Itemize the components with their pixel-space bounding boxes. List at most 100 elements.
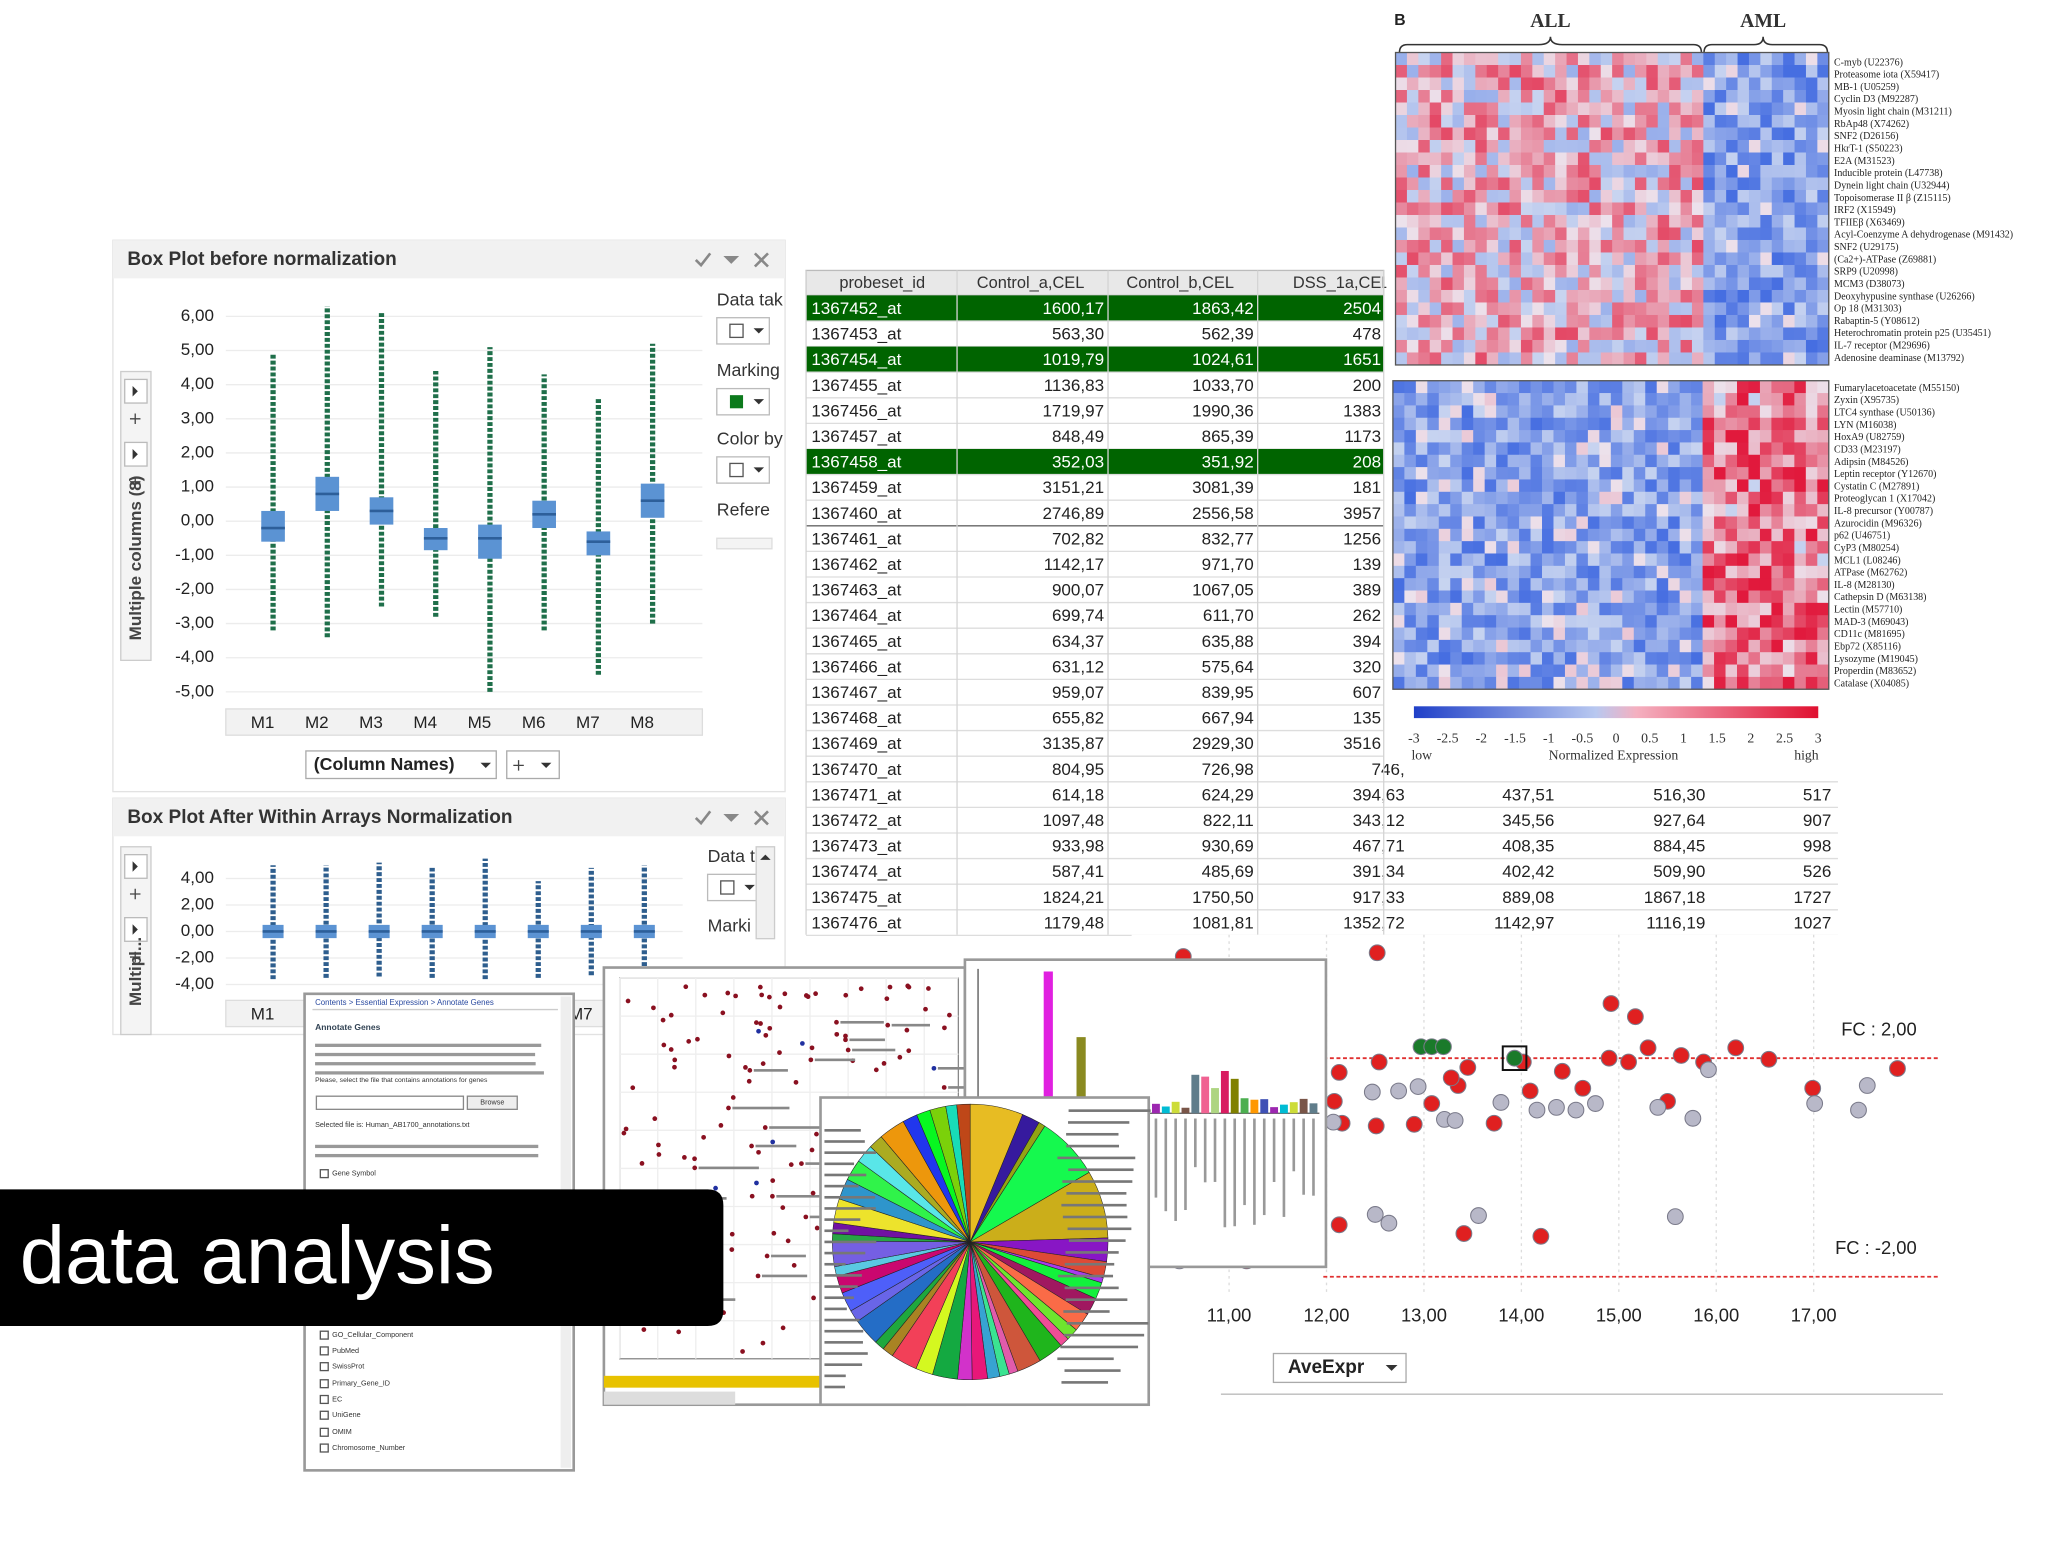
heatmap-cell [1610, 652, 1623, 665]
heatmap-cell [1564, 565, 1577, 579]
heatmap-cell [1726, 115, 1738, 128]
table-cell: 1367454_at [811, 350, 901, 369]
heatmap-cell [1771, 314, 1784, 328]
heatmap-cell [1392, 664, 1405, 678]
heatmap-cell [1566, 227, 1579, 241]
heatmap-cell [1599, 565, 1612, 579]
bar [1230, 1078, 1239, 1114]
thumb-point [858, 986, 864, 992]
heatmap-cell [1486, 252, 1499, 266]
thumb-point [767, 994, 772, 1000]
heatmap-cell [1418, 189, 1431, 203]
heatmap-cell [1429, 127, 1442, 141]
table-cell: 1033,70 [1192, 376, 1254, 395]
heatmap-cell [1441, 164, 1453, 178]
heatmap-cell [1680, 77, 1693, 91]
heatmap-cell [1441, 239, 1453, 253]
heatmap-cell [1759, 590, 1772, 604]
heatmap-cell [1633, 639, 1646, 653]
thumb-point [639, 1161, 645, 1166]
heatmap-cell [1438, 627, 1451, 641]
heatmap-cell [1520, 314, 1533, 328]
heatmap-cell [1507, 528, 1520, 542]
heatmap-cell [1509, 127, 1522, 141]
heatmap-cell [1589, 252, 1602, 266]
pie-label [824, 1341, 863, 1344]
heatmap-cell [1702, 676, 1715, 690]
heatmap-cell [1587, 639, 1600, 653]
heatmap-cell [1555, 90, 1567, 103]
heatmap-cell [1475, 214, 1488, 228]
x-tick-label: M1 [251, 713, 275, 732]
heatmap-cell [1427, 565, 1440, 579]
heatmap-cell [1656, 405, 1669, 419]
table-cell: 839,95 [1202, 683, 1254, 702]
heatmap-cell [1530, 578, 1543, 591]
table-cell: 320 [1353, 657, 1381, 676]
heatmap-cell [1805, 52, 1818, 66]
heatmap-cell [1404, 602, 1417, 616]
colorbar-low: low [1411, 747, 1432, 762]
heatmap-cell [1543, 139, 1556, 153]
selector[interactable] [1272, 1352, 1407, 1384]
heatmap-cell [1509, 102, 1522, 116]
heatmap-cell [1441, 90, 1453, 103]
heatmap-cell [1589, 65, 1602, 78]
heatmap-cell [1587, 627, 1600, 641]
heatmap-cell [1438, 541, 1451, 554]
heatmap-cell [1452, 77, 1465, 91]
thumb-point [947, 1012, 952, 1018]
heatmap-cell [1463, 189, 1476, 203]
heatmap-cell [1576, 393, 1589, 406]
point [1684, 1109, 1702, 1127]
heatmap-cell [1646, 164, 1659, 178]
heatmap-cell [1507, 602, 1520, 616]
heatmap-cell [1623, 289, 1636, 303]
heatmap-cell [1760, 214, 1773, 228]
heatmap-cell [1415, 602, 1428, 616]
heatmap-cell [1612, 202, 1624, 216]
thumb-point [720, 1010, 726, 1016]
table-cell: 1367475_at [811, 888, 901, 907]
thumb-point [656, 1152, 662, 1157]
heatmap-cell [1702, 417, 1715, 431]
heatmap-cell [1395, 277, 1408, 291]
table-cell: 614,18 [1052, 785, 1104, 804]
point [1806, 1095, 1824, 1112]
heatmap-cell [1691, 479, 1703, 493]
heatmap-cell [1691, 352, 1704, 366]
heatmap-cell [1564, 528, 1577, 542]
heatmap-cell [1484, 541, 1497, 554]
heatmap-cell [1543, 152, 1556, 166]
table-cell: 1651 [1343, 350, 1381, 369]
heatmap-cell [1714, 380, 1726, 394]
heatmap-cell [1714, 339, 1727, 353]
gene-label: Leptin receptor (Y12670) [1834, 469, 1936, 480]
heatmap-cell [1473, 430, 1486, 443]
heatmap-cell [1461, 491, 1474, 505]
heatmap-cell [1748, 314, 1761, 328]
heatmap-cell [1519, 479, 1531, 493]
table-cell: 394,63 [1353, 785, 1405, 804]
gene-label: LYN (M16038) [1834, 420, 1896, 431]
heatmap-cell [1737, 239, 1750, 253]
thumb-point [843, 1037, 848, 1043]
gene-label: SNF2 (D26156) [1834, 131, 1899, 142]
heatmap-cell [1737, 289, 1750, 303]
heatmap-cell [1486, 277, 1499, 291]
heatmap-cell [1736, 676, 1749, 690]
heatmap-cell [1817, 214, 1830, 228]
heatmap-cell [1610, 417, 1623, 431]
heatmap-cell [1415, 528, 1428, 542]
heatmap-cell [1498, 52, 1510, 66]
heatmap-cell [1645, 627, 1658, 641]
heatmap-cell [1418, 339, 1431, 353]
heatmap-cell [1634, 289, 1647, 303]
selector[interactable] [305, 750, 497, 780]
heatmap-cell [1691, 553, 1703, 567]
heatmap-cell [1475, 164, 1488, 178]
heatmap-cell [1703, 252, 1716, 266]
thumb-point [771, 1230, 777, 1236]
thumb-point [885, 1022, 891, 1028]
heatmap-cell [1587, 430, 1600, 443]
